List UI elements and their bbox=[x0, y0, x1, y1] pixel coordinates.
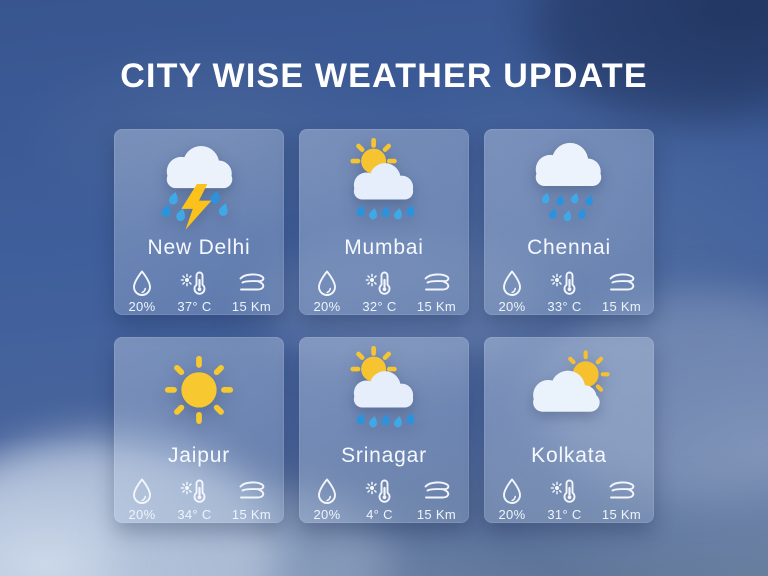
thermometer-sun-icon bbox=[181, 271, 206, 295]
city-name: Srinagar bbox=[341, 444, 427, 467]
humidity-metric: 20% bbox=[127, 477, 157, 522]
wind-metric: 15 Km bbox=[417, 477, 456, 522]
weather-icon-sunny bbox=[147, 346, 251, 440]
city-name: Chennai bbox=[527, 236, 611, 259]
city-name: New Delhi bbox=[147, 236, 251, 259]
city-name: Mumbai bbox=[344, 236, 424, 259]
cards-grid: New Delhi 20% bbox=[114, 129, 654, 523]
temperature-metric: 4° C bbox=[364, 477, 394, 522]
wind-value: 15 Km bbox=[416, 299, 456, 314]
wind-metric: 15 Km bbox=[417, 269, 456, 314]
weather-icon-sun-cloud bbox=[517, 346, 621, 440]
droplet-icon bbox=[133, 478, 151, 504]
humidity-metric: 20% bbox=[497, 477, 527, 522]
temperature-value: 32° C bbox=[362, 299, 397, 314]
weather-card[interactable]: Jaipur 20% bbox=[114, 337, 284, 523]
wind-icon bbox=[610, 273, 635, 291]
metrics-row: 20% bbox=[114, 269, 284, 314]
metrics-row: 20% bbox=[484, 269, 654, 314]
metrics-row: 20% bbox=[299, 269, 469, 314]
humidity-metric: 20% bbox=[127, 269, 157, 314]
humidity-value: 20% bbox=[498, 507, 526, 522]
humidity-metric: 20% bbox=[497, 269, 527, 314]
temperature-metric: 37° C bbox=[177, 269, 211, 314]
wind-icon bbox=[240, 481, 265, 499]
wind-metric: 15 Km bbox=[232, 269, 271, 314]
temperature-value: 34° C bbox=[177, 507, 212, 522]
wind-value: 15 Km bbox=[601, 299, 641, 314]
weather-icon-sun-rain bbox=[332, 138, 436, 232]
wind-value: 15 Km bbox=[231, 507, 271, 522]
temperature-metric: 34° C bbox=[177, 477, 211, 522]
wind-value: 15 Km bbox=[231, 299, 271, 314]
weather-icon-thunderstorm bbox=[147, 138, 251, 232]
droplet-icon bbox=[503, 478, 521, 504]
temperature-metric: 33° C bbox=[547, 269, 581, 314]
temperature-value: 31° C bbox=[547, 507, 582, 522]
metrics-row: 20% bbox=[484, 477, 654, 522]
thermometer-sun-icon bbox=[181, 479, 206, 503]
weather-icon-wrap bbox=[517, 135, 621, 235]
humidity-value: 20% bbox=[128, 507, 156, 522]
wind-icon bbox=[424, 481, 450, 499]
thermometer-sun-icon bbox=[551, 479, 576, 503]
wind-value: 15 Km bbox=[601, 507, 641, 522]
city-name: Kolkata bbox=[531, 444, 607, 467]
page-title: CITY WISE WEATHER UPDATE bbox=[120, 57, 648, 95]
weather-card[interactable]: New Delhi 20% bbox=[114, 129, 284, 315]
weather-icon-wrap bbox=[147, 343, 251, 443]
humidity-value: 20% bbox=[313, 299, 341, 314]
wind-icon bbox=[240, 273, 265, 291]
weather-icon-wrap bbox=[332, 135, 436, 235]
weather-card[interactable]: Kolkata 20% bbox=[484, 337, 654, 523]
wind-metric: 15 Km bbox=[602, 477, 641, 522]
temperature-value: 33° C bbox=[547, 299, 582, 314]
wind-metric: 15 Km bbox=[232, 477, 271, 522]
weather-card[interactable]: Mumbai 20% bbox=[299, 129, 469, 315]
droplet-icon bbox=[318, 270, 336, 296]
weather-icon-wrap bbox=[147, 135, 251, 235]
thermometer-sun-icon bbox=[366, 479, 391, 503]
droplet-icon bbox=[133, 270, 151, 296]
weather-icon-sun-rain bbox=[332, 346, 436, 440]
city-name: Jaipur bbox=[168, 444, 230, 467]
metrics-row: 20% bbox=[299, 477, 469, 522]
weather-icon-wrap bbox=[517, 343, 621, 443]
humidity-value: 20% bbox=[313, 507, 341, 522]
weather-icon-wrap bbox=[332, 343, 436, 443]
temperature-metric: 31° C bbox=[547, 477, 581, 522]
metrics-row: 20% bbox=[114, 477, 284, 522]
temperature-metric: 32° C bbox=[362, 269, 396, 314]
humidity-value: 20% bbox=[498, 299, 526, 314]
wind-icon bbox=[610, 481, 635, 499]
temperature-value: 37° C bbox=[177, 299, 212, 314]
weather-icon-rain bbox=[517, 138, 621, 232]
temperature-value: 4° C bbox=[366, 507, 393, 522]
droplet-icon bbox=[318, 478, 336, 504]
humidity-metric: 20% bbox=[312, 477, 342, 522]
weather-card[interactable]: Chennai 20% bbox=[484, 129, 654, 315]
wind-metric: 15 Km bbox=[602, 269, 641, 314]
humidity-metric: 20% bbox=[312, 269, 342, 314]
humidity-value: 20% bbox=[128, 299, 156, 314]
wind-value: 15 Km bbox=[416, 507, 456, 522]
thermometer-sun-icon bbox=[551, 271, 576, 295]
wind-icon bbox=[425, 273, 450, 291]
weather-card[interactable]: Srinagar 20% bbox=[299, 337, 469, 523]
thermometer-sun-icon bbox=[366, 271, 391, 295]
droplet-icon bbox=[503, 270, 521, 296]
